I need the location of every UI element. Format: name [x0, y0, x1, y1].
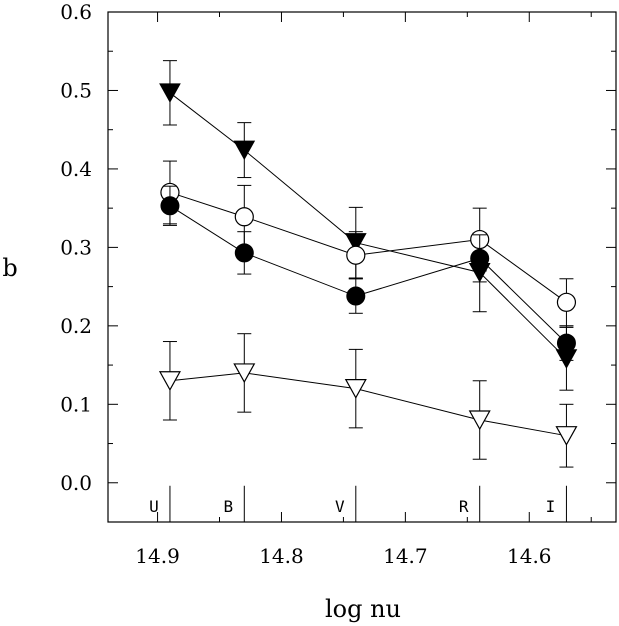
- series-filled-down-triangle: [159, 60, 578, 391]
- series-line: [169, 191, 567, 303]
- y-tick-label: 0.1: [60, 392, 92, 416]
- open-triangle-marker: [158, 371, 181, 392]
- y-tick-label: 0.3: [60, 235, 92, 259]
- y-axis-label: b: [2, 254, 17, 282]
- x-tick-label: 14.6: [507, 544, 552, 568]
- band-label: V: [335, 497, 345, 516]
- y-tick-label: 0.6: [60, 0, 92, 24]
- open-circle-marker: [234, 207, 254, 227]
- filled-circle-marker: [234, 243, 254, 263]
- open-circle-marker: [346, 245, 366, 265]
- x-tick-label: 14.7: [383, 544, 428, 568]
- series-filled-circle: [160, 185, 576, 361]
- band-label: I: [546, 497, 556, 516]
- series-line: [169, 372, 567, 437]
- x-axis-label: log nu: [325, 595, 401, 623]
- series-line: [169, 205, 567, 344]
- series-layer: [158, 60, 578, 468]
- x-tick-label: 14.9: [135, 544, 180, 568]
- x-tick-label: 14.8: [259, 544, 304, 568]
- band-label: B: [223, 497, 233, 516]
- y-tick-label: 0.4: [60, 157, 92, 181]
- filled-circle-marker: [160, 196, 180, 216]
- filled-triangle-marker: [233, 140, 256, 161]
- band-label: U: [149, 497, 159, 516]
- filled-circle-marker: [346, 286, 366, 306]
- open-triangle-marker: [233, 363, 256, 384]
- axis-ticks: 0.0 0.1 0.2 0.3 0.4 0.5 0.6 14.9 14.8 14.7 14.6: [60, 0, 616, 568]
- filled-triangle-marker: [159, 83, 181, 103]
- open-triangle-marker: [468, 410, 491, 431]
- series-open-circle: [160, 160, 577, 327]
- plot-frame: [107, 11, 617, 523]
- y-tick-label: 0.2: [60, 314, 92, 338]
- band-label: R: [459, 497, 469, 516]
- open-triangle-marker: [555, 426, 578, 446]
- series-open-down-triangle: [158, 333, 578, 468]
- y-tick-label: 0.5: [60, 78, 92, 102]
- filled-circle-marker: [470, 248, 490, 268]
- filled-circle-marker: [556, 333, 576, 353]
- series-line: [169, 92, 567, 360]
- y-tick-label: 0.0: [60, 471, 92, 495]
- open-triangle-marker: [344, 379, 367, 399]
- open-circle-marker: [556, 292, 577, 312]
